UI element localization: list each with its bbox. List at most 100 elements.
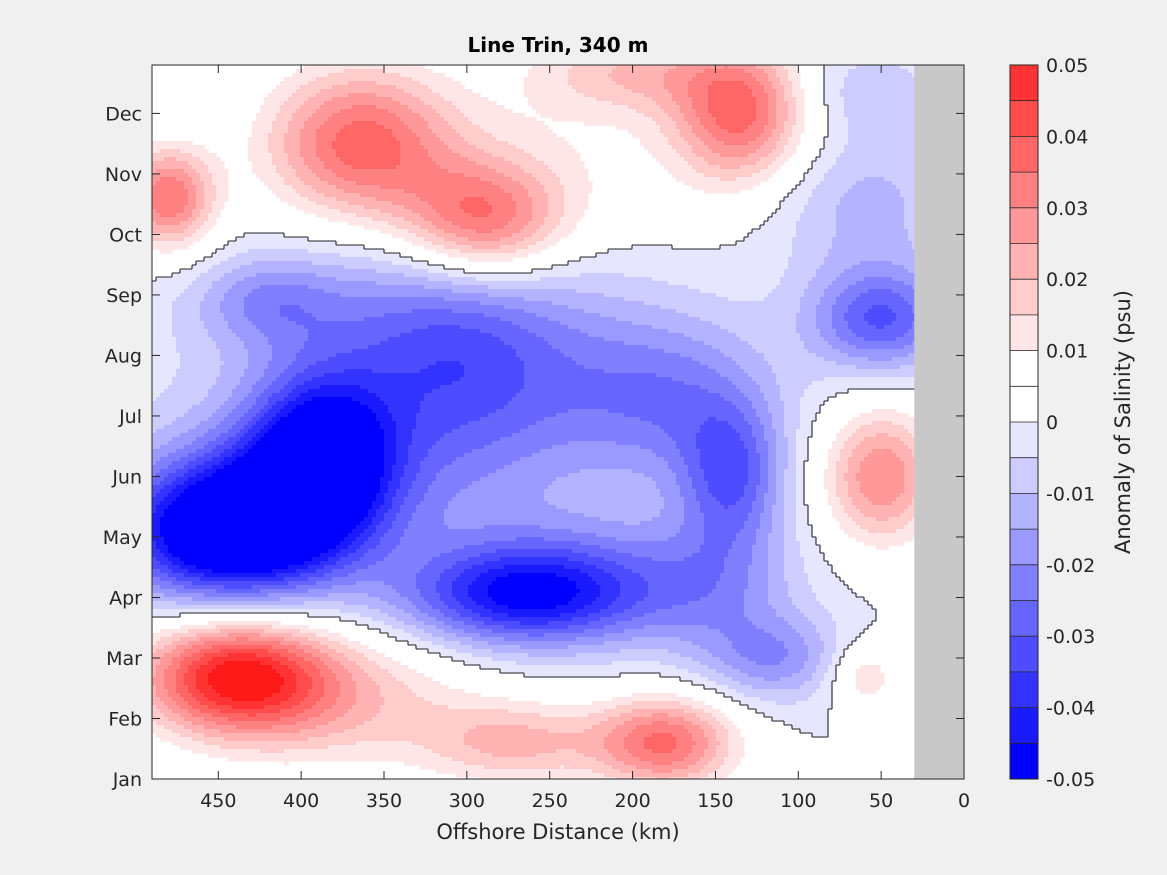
contour-cell bbox=[444, 433, 513, 438]
contour-cell bbox=[820, 661, 833, 666]
contour-cell bbox=[596, 533, 677, 538]
contour-cell bbox=[656, 481, 677, 486]
contour-cell bbox=[832, 505, 845, 510]
colorbar-segment bbox=[1010, 564, 1038, 601]
contour-cell bbox=[908, 269, 917, 274]
contour-cell bbox=[392, 673, 425, 678]
contour-cell bbox=[632, 605, 673, 610]
contour-cell bbox=[372, 217, 405, 222]
contour-cell bbox=[584, 561, 617, 566]
contour-cell bbox=[748, 513, 761, 518]
contour-cell bbox=[764, 429, 777, 434]
contour-cell bbox=[660, 125, 677, 130]
contour-cell bbox=[628, 129, 661, 134]
contour-cell bbox=[176, 701, 189, 706]
contour-cell bbox=[764, 393, 781, 398]
contour-cell bbox=[584, 121, 657, 126]
contour-cell bbox=[760, 525, 773, 530]
contour-cell bbox=[156, 509, 165, 514]
contour-cell bbox=[756, 109, 769, 114]
contour-cell bbox=[388, 221, 413, 226]
contour-cell bbox=[836, 213, 905, 218]
contour-cell bbox=[152, 601, 177, 606]
contour-cell bbox=[544, 185, 565, 190]
contour-cell bbox=[544, 497, 665, 502]
contour-cell bbox=[508, 573, 557, 578]
contour-cell bbox=[664, 501, 685, 506]
contour-cell bbox=[344, 369, 373, 374]
contour-cell bbox=[248, 153, 273, 158]
contour-cell bbox=[748, 341, 805, 346]
contour-cell bbox=[220, 301, 245, 306]
contour-cell bbox=[268, 421, 277, 426]
contour-cell bbox=[424, 565, 453, 570]
contour-cell bbox=[152, 233, 193, 238]
contour-cell bbox=[252, 133, 269, 138]
contour-cell bbox=[160, 457, 181, 462]
contour-cell bbox=[568, 261, 789, 266]
contour-cell bbox=[776, 445, 789, 450]
contour-cell bbox=[740, 529, 757, 534]
contour-cell bbox=[452, 585, 469, 590]
contour-cell bbox=[632, 245, 673, 250]
contour-cell bbox=[824, 65, 857, 70]
contour-cell bbox=[324, 573, 349, 578]
contour-cell bbox=[436, 133, 461, 138]
contour-cell bbox=[152, 149, 161, 154]
contour-cell bbox=[604, 569, 633, 574]
contour-cell bbox=[904, 485, 917, 490]
contour-cell bbox=[404, 217, 425, 222]
contour-cell bbox=[528, 653, 577, 658]
contour-cell bbox=[192, 177, 201, 182]
contour-cell bbox=[300, 149, 317, 154]
contour-cell bbox=[152, 409, 189, 414]
contour-cell bbox=[156, 545, 169, 550]
contour-cell bbox=[552, 229, 573, 234]
contour-cell bbox=[152, 281, 193, 286]
contour-cell bbox=[580, 589, 601, 594]
contour-cell bbox=[612, 69, 669, 74]
contour-cell bbox=[424, 621, 445, 626]
contour-cell bbox=[376, 513, 385, 518]
contour-cell bbox=[804, 345, 833, 350]
contour-cell bbox=[860, 489, 905, 494]
contour-cell bbox=[720, 373, 749, 378]
contour-cell bbox=[296, 585, 333, 590]
contour-cell bbox=[416, 577, 441, 582]
contour-cell bbox=[900, 513, 917, 518]
contour-cell bbox=[196, 465, 213, 470]
contour-cell bbox=[760, 417, 773, 422]
contour-cell bbox=[532, 217, 545, 222]
contour-cell bbox=[824, 177, 865, 182]
contour-cell bbox=[260, 429, 269, 434]
contour-cell bbox=[168, 465, 185, 470]
contour-cell bbox=[324, 101, 401, 106]
contour-cell bbox=[264, 697, 289, 702]
contour-cell bbox=[652, 713, 669, 718]
contour-cell bbox=[892, 261, 917, 266]
contour-cell bbox=[160, 521, 361, 526]
contour-cell bbox=[768, 165, 781, 170]
contour-cell bbox=[160, 637, 181, 642]
contour-cell bbox=[152, 729, 173, 734]
contour-cell bbox=[296, 205, 329, 210]
contour-cell bbox=[704, 189, 741, 194]
contour-cell bbox=[724, 673, 749, 678]
contour-cell bbox=[300, 701, 317, 706]
contour-cell bbox=[272, 657, 289, 662]
contour-cell bbox=[416, 693, 481, 698]
contour-cell bbox=[548, 165, 585, 170]
contour-cell bbox=[704, 749, 717, 754]
contour-cell bbox=[784, 473, 797, 478]
contour-cell bbox=[488, 285, 689, 290]
contour-cell bbox=[536, 177, 561, 182]
contour-cell bbox=[588, 333, 685, 338]
contour-cell bbox=[796, 113, 805, 118]
contour-cell bbox=[436, 249, 461, 254]
contour-cell bbox=[724, 141, 749, 146]
contour-cell bbox=[520, 325, 569, 330]
contour-cell bbox=[804, 289, 825, 294]
contour-cell bbox=[396, 513, 413, 518]
contour-cell bbox=[204, 445, 217, 450]
contour-cell bbox=[160, 525, 357, 530]
